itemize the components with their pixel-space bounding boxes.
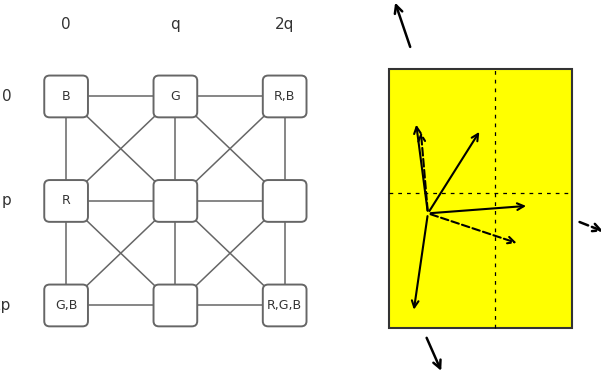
Text: 0: 0: [2, 89, 11, 104]
FancyBboxPatch shape: [44, 75, 88, 117]
Text: q: q: [171, 17, 180, 32]
FancyBboxPatch shape: [153, 180, 197, 222]
Text: R,G,B: R,G,B: [267, 299, 302, 312]
Text: G,B: G,B: [55, 299, 78, 312]
FancyBboxPatch shape: [263, 285, 307, 327]
Text: B: B: [62, 90, 70, 103]
FancyBboxPatch shape: [263, 75, 307, 117]
Text: 2q: 2q: [275, 17, 294, 32]
FancyBboxPatch shape: [44, 180, 88, 222]
Text: p: p: [2, 194, 11, 208]
Text: R,B: R,B: [274, 90, 295, 103]
FancyBboxPatch shape: [153, 285, 197, 327]
FancyBboxPatch shape: [263, 180, 307, 222]
FancyBboxPatch shape: [44, 285, 88, 327]
FancyBboxPatch shape: [153, 75, 197, 117]
Text: R: R: [62, 194, 70, 207]
Text: 0: 0: [61, 17, 71, 32]
Text: 2p: 2p: [0, 298, 11, 313]
Bar: [389, 69, 572, 328]
Text: G: G: [171, 90, 180, 103]
